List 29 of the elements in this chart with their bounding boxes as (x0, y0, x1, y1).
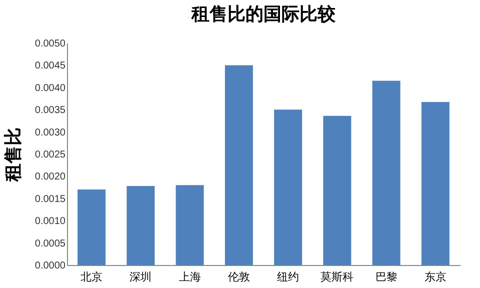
bar (323, 116, 352, 265)
y-tick-label: 0.0045 (34, 60, 66, 72)
x-tick-label: 深圳 (130, 270, 152, 284)
y-tick-label: 0.0025 (34, 150, 66, 160)
y-tick-label: 0.0010 (34, 216, 66, 228)
bar (126, 186, 155, 265)
y-tick-label: 0.0020 (34, 172, 66, 183)
bar (421, 102, 450, 265)
x-tick-label: 伦敦 (228, 270, 250, 284)
x-tick-label: 上海 (178, 270, 201, 284)
y-axis-title: 租售比 (2, 128, 24, 182)
x-tick-label: 北京 (80, 270, 103, 284)
x-tick-label: 莫斯科 (320, 270, 354, 284)
y-tick-label: 0.0000 (34, 260, 66, 272)
y-tick-label: 0.0005 (34, 238, 66, 250)
y-tick-label: 0.0040 (34, 82, 66, 94)
bar (224, 65, 253, 265)
y-tick-label: 0.0050 (34, 38, 66, 50)
y-tick-label: 0.0030 (34, 127, 66, 138)
bar (274, 110, 302, 265)
x-tick-label: 巴黎 (375, 270, 398, 284)
x-tick-label: 东京 (424, 270, 446, 284)
bar (78, 190, 106, 265)
chart-title: 租售比的国际比较 (190, 4, 336, 25)
bar (176, 185, 204, 265)
x-tick-label: 纽约 (277, 270, 300, 284)
bar (372, 80, 400, 265)
y-tick-label: 0.0035 (34, 105, 66, 116)
y-tick-label: 0.0015 (34, 194, 66, 205)
